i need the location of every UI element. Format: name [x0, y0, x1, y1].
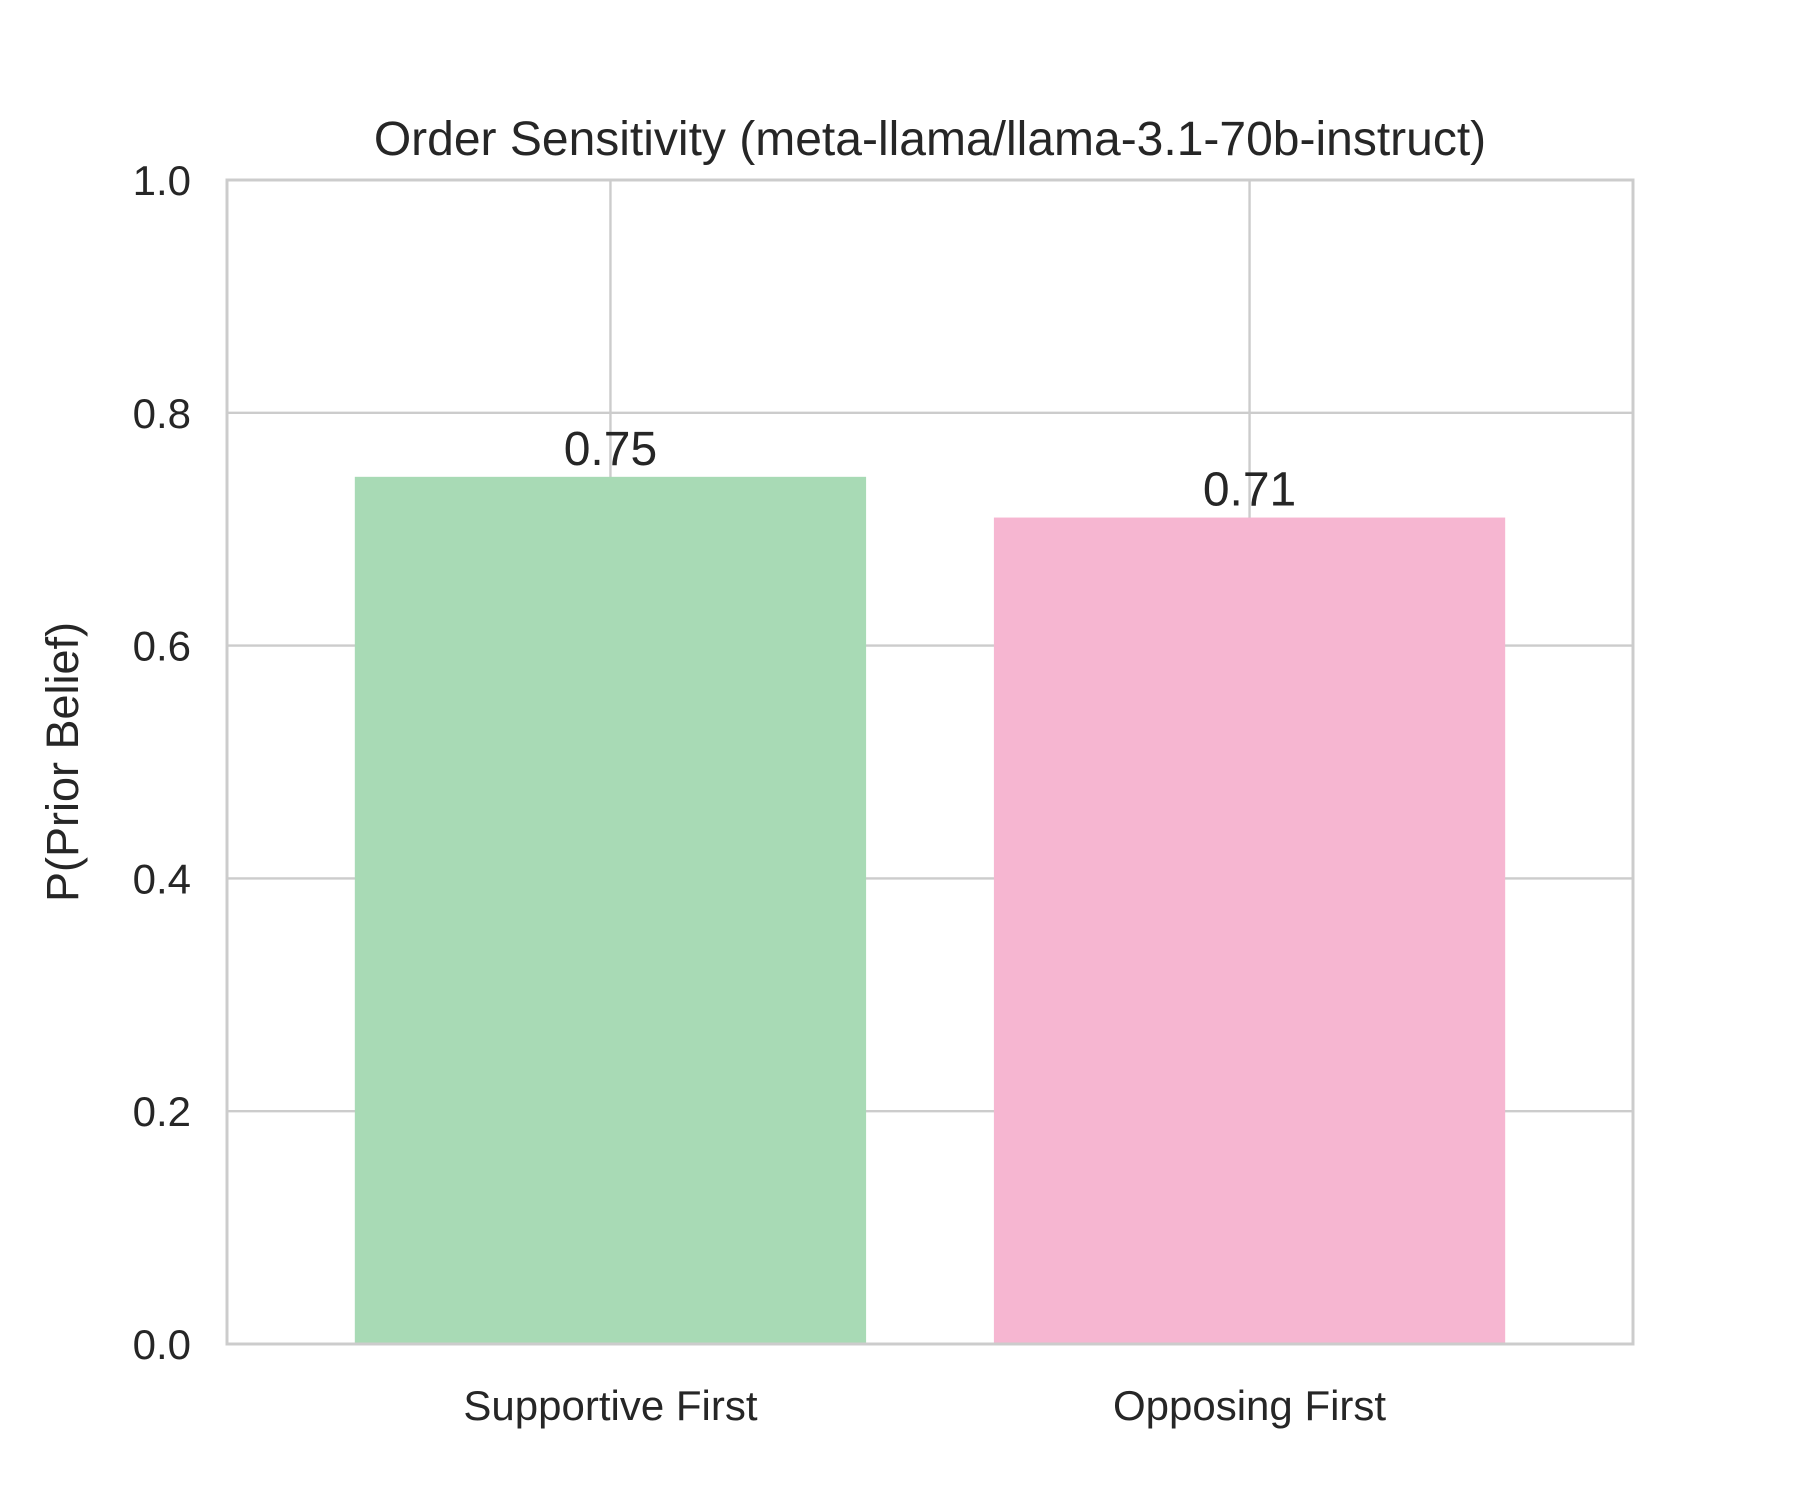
bar-value-label: 0.75: [564, 423, 657, 476]
y-tick-label: 0.8: [133, 390, 191, 437]
bar: [354, 476, 867, 1344]
value-labels: 0.75 0.71: [564, 423, 1297, 517]
y-tick-labels: 0.0 0.2 0.4 0.6 0.8 1.0: [133, 157, 191, 1368]
y-tick-label: 0.4: [133, 855, 191, 902]
y-axis-label: P(Prior Belief): [37, 622, 88, 902]
plot-frame: [225, 178, 1635, 1346]
y-tick-label: 0.2: [133, 1088, 191, 1135]
chart-title: Order Sensitivity (meta-llama/llama-3.1-…: [374, 113, 1486, 166]
y-tick-label: 0.6: [133, 623, 191, 670]
bar: [993, 517, 1506, 1344]
x-tick-label: Opposing First: [1113, 1382, 1386, 1429]
x-tick-label: Supportive First: [463, 1382, 757, 1429]
bars: [354, 476, 1506, 1344]
x-tick-labels: Supportive First Opposing First: [463, 1382, 1386, 1429]
bar-value-label: 0.71: [1203, 464, 1296, 517]
y-tick-label: 1.0: [133, 157, 191, 204]
y-tick-label: 0.0: [133, 1321, 191, 1368]
